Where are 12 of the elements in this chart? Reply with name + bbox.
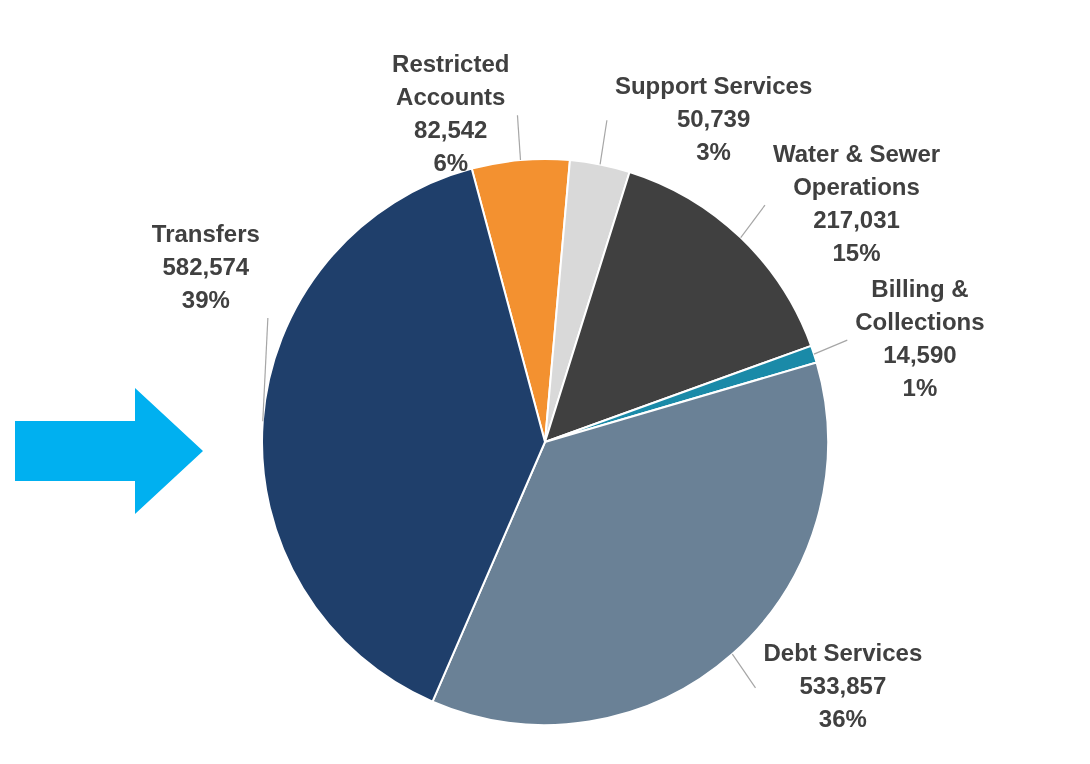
data-label: 14,590 1%: [883, 341, 957, 402]
slice-label: Support Services: [614, 71, 813, 99]
data-label: 217,031 15%: [813, 206, 900, 267]
data-label: 82,542 6%: [414, 116, 488, 177]
slice-label: Transfers: [151, 220, 260, 248]
data-label: 582,574 39%: [162, 253, 250, 314]
data-label: 533,857 36%: [799, 672, 887, 733]
slice-label: Water & Sewer Operations: [772, 140, 941, 201]
slice-label: Billing & Collections: [855, 275, 985, 336]
data-label: 50,739 3%: [676, 104, 751, 165]
slice-label: Restricted Accounts: [392, 50, 510, 111]
slice-label: Debt Services: [763, 639, 923, 667]
